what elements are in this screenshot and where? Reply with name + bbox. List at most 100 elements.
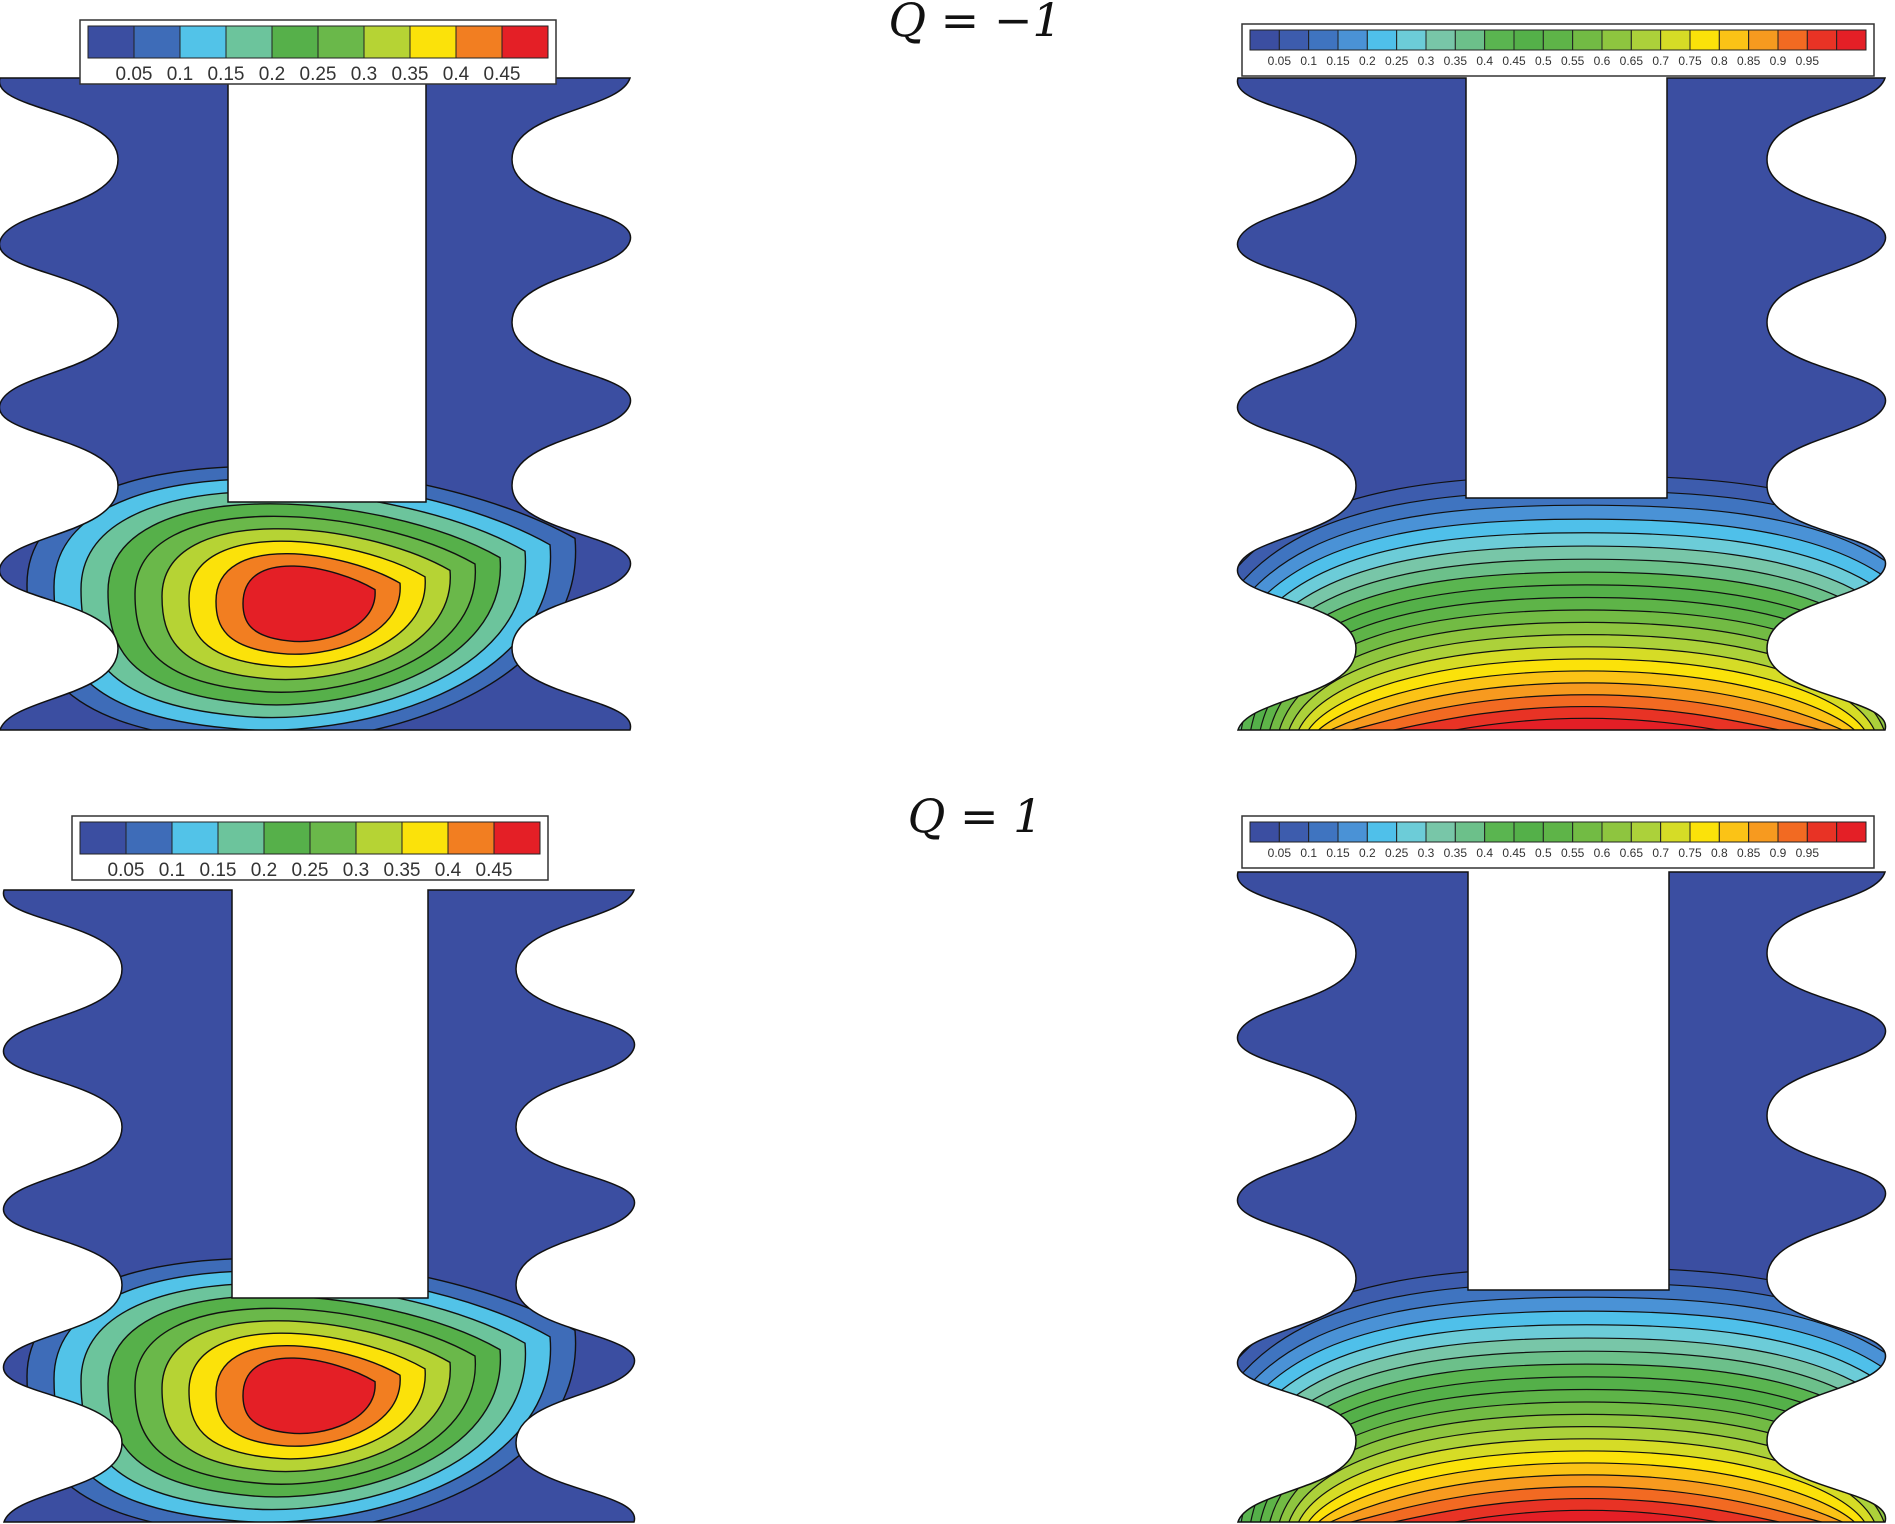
colorbar-swatch bbox=[1572, 821, 1603, 843]
colorbar-swatch bbox=[309, 821, 357, 855]
colorbar-swatch bbox=[1308, 29, 1339, 51]
colorbar-legend: 0.05 0.1 0.15 0.2 0.25 0.3 0.35 0.4 0.45 bbox=[79, 19, 557, 85]
colorbar-tick-label: 0.85 bbox=[1737, 54, 1761, 68]
colorbar-tick-label: 0.4 bbox=[1476, 54, 1493, 68]
title-q-neg1: Q = −1 bbox=[888, 0, 1061, 47]
colorbar-swatch bbox=[501, 25, 549, 59]
colorbar-tick-label: 0.75 bbox=[1678, 54, 1702, 68]
colorbar-swatch bbox=[355, 821, 403, 855]
colorbar-tick-label: 0.3 bbox=[343, 860, 369, 881]
colorbar-tick-label: 0.35 bbox=[1444, 54, 1468, 68]
colorbar-tick-label: 0.5 bbox=[1535, 54, 1552, 68]
colorbar-swatch bbox=[1601, 29, 1632, 51]
colorbar-tick-label: 0.85 bbox=[1737, 846, 1761, 860]
colorbar-swatch bbox=[1513, 821, 1544, 843]
colorbar-tick-label: 0.1 bbox=[167, 64, 193, 85]
colorbar-swatch bbox=[1454, 821, 1486, 843]
panel-q-neg1-right: 0.05 0.1 0.15 0.2 0.25 0.3 0.35 0.4 0.45 0.5 0.55 0… bbox=[1236, 23, 1887, 731]
colorbar-tick-label: 0.2 bbox=[1359, 54, 1376, 68]
colorbar-tick-label: 0.55 bbox=[1561, 846, 1585, 860]
colorbar-swatch bbox=[1425, 821, 1456, 843]
colorbar-swatch bbox=[1542, 29, 1574, 51]
title-q-pos1: Q = 1 bbox=[908, 789, 1043, 843]
colorbar-swatch bbox=[125, 821, 173, 855]
colorbar-swatch bbox=[1601, 821, 1632, 843]
colorbar-tick-label: 0.7 bbox=[1652, 54, 1669, 68]
colorbar-swatch bbox=[1689, 821, 1720, 843]
contour-field bbox=[1237, 1266, 1886, 1522]
colorbar-swatch bbox=[493, 821, 541, 855]
colorbar-swatch bbox=[1689, 29, 1720, 51]
colorbar-tick-label: 0.2 bbox=[251, 860, 277, 881]
colorbar-tick-label: 0.35 bbox=[384, 860, 421, 881]
colorbar-tick-label: 0.15 bbox=[208, 64, 245, 85]
colorbar-tick-label: 0.05 bbox=[108, 860, 145, 881]
colorbar-swatch bbox=[271, 25, 319, 59]
colorbar-swatch bbox=[1249, 821, 1280, 843]
colorbar-swatch bbox=[1660, 821, 1691, 843]
domain-outline bbox=[2, 889, 636, 1523]
colorbar-tick-label: 0.75 bbox=[1678, 846, 1702, 860]
colorbar-swatch bbox=[409, 25, 457, 59]
colorbar-tick-label: 0.95 bbox=[1796, 54, 1820, 68]
colorbar-tick-label: 0.65 bbox=[1620, 54, 1644, 68]
colorbar-tick-label: 0.3 bbox=[1418, 846, 1435, 860]
colorbar-tick-label: 0.25 bbox=[1385, 846, 1409, 860]
colorbar-tick-label: 0.6 bbox=[1594, 846, 1611, 860]
colorbar-swatch bbox=[1396, 29, 1427, 51]
colorbar-tick-label: 0.4 bbox=[1476, 846, 1493, 860]
colorbar-swatch bbox=[1278, 821, 1310, 843]
contour-field bbox=[26, 1257, 577, 1522]
colorbar-tick-label: 0.95 bbox=[1796, 846, 1820, 860]
colorbar-tick-label: 0.45 bbox=[476, 860, 513, 881]
colorbar-swatch bbox=[1718, 29, 1750, 51]
contour-band bbox=[242, 1357, 376, 1435]
colorbar-tick-label: 0.4 bbox=[435, 860, 462, 881]
colorbar-swatch bbox=[133, 25, 181, 59]
panel-q-neg1-left: 0.05 0.1 0.15 0.2 0.25 0.3 0.35 0.4 0.45 bbox=[0, 19, 632, 731]
colorbar-swatch bbox=[1396, 821, 1427, 843]
colorbar-swatch bbox=[363, 25, 411, 59]
colorbar-swatch bbox=[1366, 821, 1398, 843]
colorbar-tick-label: 0.6 bbox=[1594, 54, 1611, 68]
colorbar-tick-label: 0.25 bbox=[292, 860, 329, 881]
panel-q-pos1-right: 0.05 0.1 0.15 0.2 0.25 0.3 0.35 0.4 0.45 0.5 0.55 0… bbox=[1236, 815, 1887, 1523]
colorbar-tick-label: 0.15 bbox=[200, 860, 237, 881]
colorbar-swatch bbox=[1748, 29, 1779, 51]
colorbar-tick-label: 0.2 bbox=[259, 64, 285, 85]
colorbar-swatch bbox=[1806, 29, 1838, 51]
contour-field bbox=[26, 465, 577, 730]
domain-outline bbox=[1236, 77, 1887, 731]
colorbar-tick-label: 0.3 bbox=[1418, 54, 1435, 68]
colorbar-swatch bbox=[1836, 821, 1867, 843]
colorbar-tick-label: 0.35 bbox=[392, 64, 429, 85]
colorbar-swatch bbox=[225, 25, 273, 59]
colorbar-swatch bbox=[171, 821, 219, 855]
colorbar-tick-label: 0.9 bbox=[1770, 54, 1787, 68]
colorbar-swatch bbox=[1249, 29, 1280, 51]
colorbar-swatch bbox=[1454, 29, 1486, 51]
colorbar-tick-label: 0.05 bbox=[116, 64, 153, 85]
colorbar-swatch bbox=[1572, 29, 1603, 51]
colorbar-tick-label: 0.05 bbox=[1268, 54, 1292, 68]
colorbar-swatch bbox=[401, 821, 449, 855]
colorbar-swatch bbox=[1484, 821, 1515, 843]
colorbar-swatch bbox=[1836, 29, 1867, 51]
colorbar-tick-label: 0.05 bbox=[1268, 846, 1292, 860]
colorbar-tick-label: 0.1 bbox=[159, 860, 185, 881]
colorbar-swatch bbox=[447, 821, 495, 855]
colorbar-tick-label: 0.45 bbox=[1502, 54, 1526, 68]
colorbar-swatch bbox=[317, 25, 365, 59]
colorbar-swatch bbox=[1278, 29, 1310, 51]
colorbar-tick-label: 0.1 bbox=[1300, 54, 1317, 68]
colorbar-tick-label: 0.7 bbox=[1652, 846, 1669, 860]
colorbar-tick-label: 0.8 bbox=[1711, 54, 1728, 68]
domain-outline bbox=[1236, 871, 1887, 1523]
colorbar-tick-label: 0.25 bbox=[300, 64, 337, 85]
colorbar-tick-label: 0.25 bbox=[1385, 54, 1409, 68]
colorbar-swatch bbox=[1425, 29, 1456, 51]
colorbar-tick-label: 0.9 bbox=[1770, 846, 1787, 860]
colorbar-swatch bbox=[79, 821, 127, 855]
colorbar-swatch bbox=[217, 821, 265, 855]
